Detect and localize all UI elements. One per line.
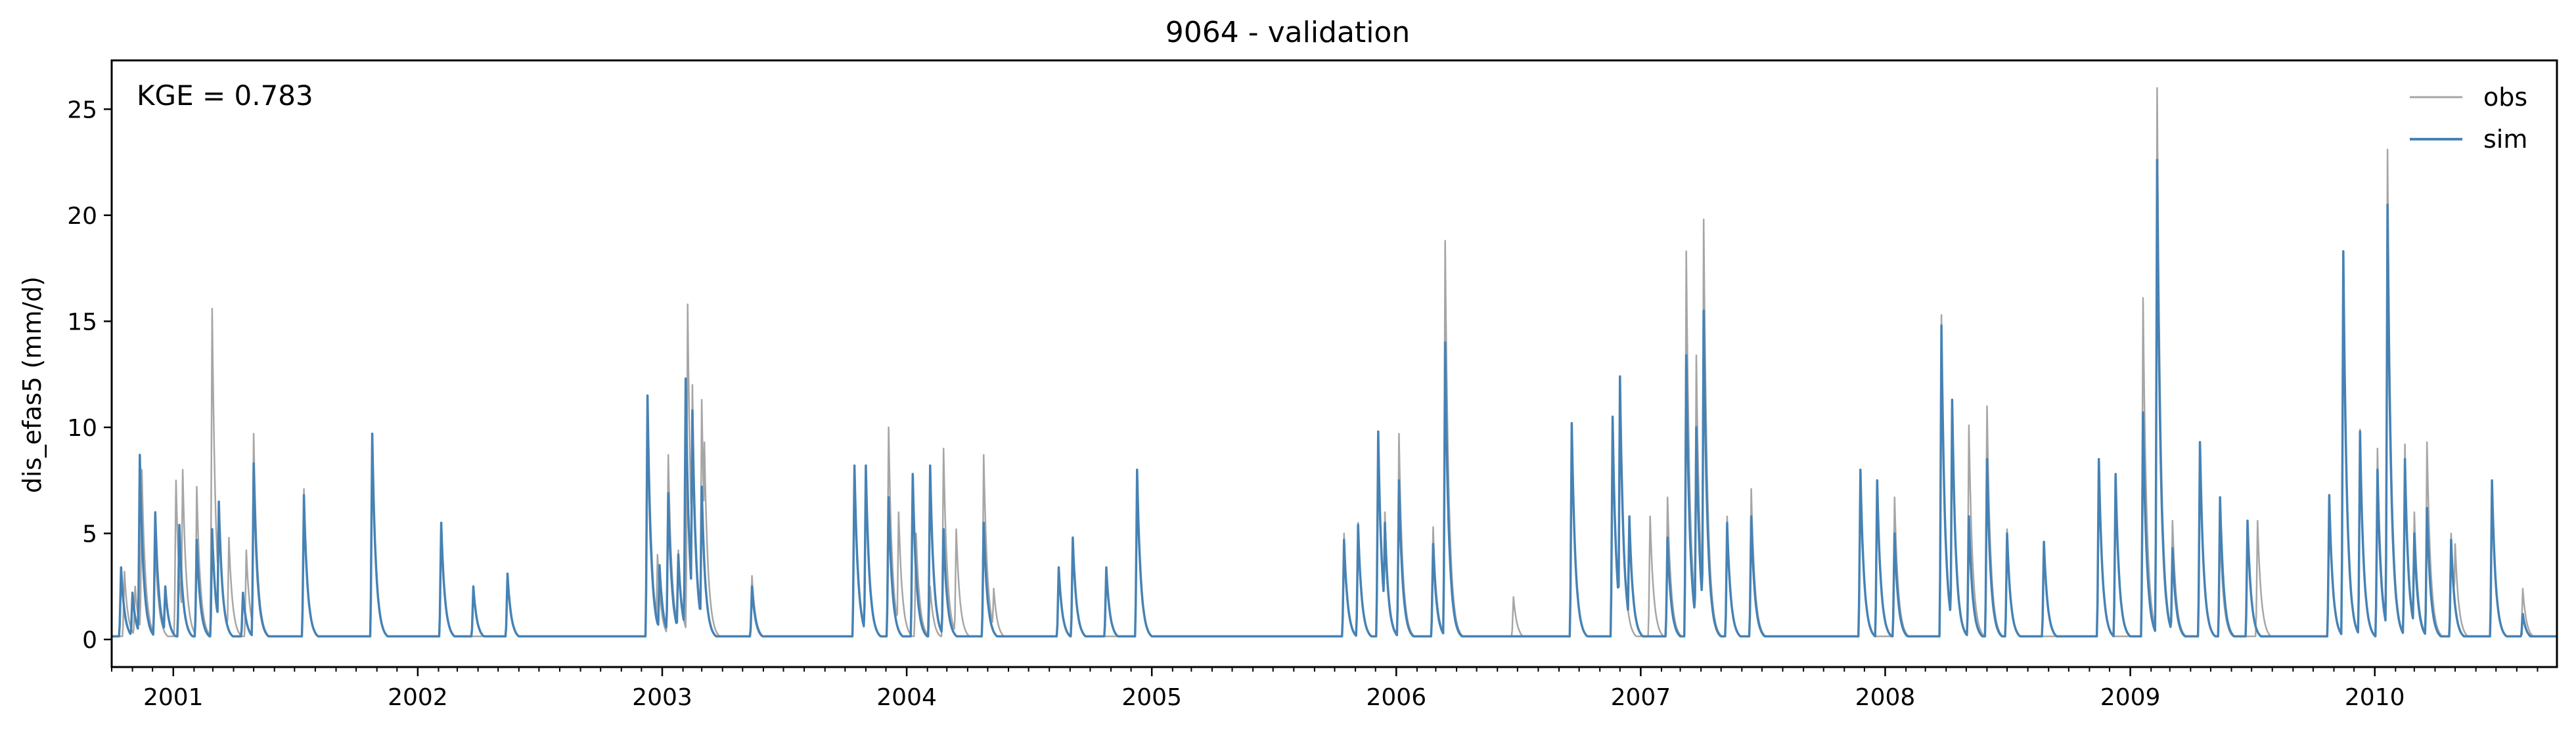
y-axis: 0 5 10 15 20 25 <box>67 97 112 654</box>
y-tick-label: 25 <box>67 97 97 123</box>
x-tick-label: 2001 <box>143 684 204 711</box>
x-tick-label: 2009 <box>2100 684 2161 711</box>
y-tick-label: 15 <box>67 309 97 335</box>
x-tick-label: 2008 <box>1855 684 1916 711</box>
y-tick-label: 5 <box>82 521 97 548</box>
legend: obs sim <box>2410 83 2527 154</box>
x-tick-label: 2007 <box>1611 684 1671 711</box>
x-axis: 2001 2002 2003 2004 2005 2006 2007 2008 2009 2010 <box>111 667 2539 711</box>
y-tick-label: 20 <box>67 203 97 230</box>
chart-title: 9064 - validation <box>1165 16 1410 49</box>
y-axis-label: dis_efas5 (mm/d) <box>18 276 47 493</box>
series-line-sim <box>111 159 2558 637</box>
plot-area <box>111 87 2558 637</box>
x-tick-label: 2002 <box>388 684 448 711</box>
x-tick-label: 2005 <box>1121 684 1182 711</box>
legend-label-obs: obs <box>2483 83 2527 112</box>
y-tick-label: 10 <box>67 415 97 442</box>
y-tick-label: 0 <box>82 627 97 654</box>
legend-label-sim: sim <box>2483 125 2527 154</box>
plot-frame <box>110 59 2558 668</box>
kge-annotation: KGE = 0.783 <box>137 79 313 112</box>
x-tick-label: 2004 <box>876 684 937 711</box>
x-tick-label: 2006 <box>1366 684 1426 711</box>
x-tick-label: 2003 <box>632 684 692 711</box>
series-line-obs <box>111 87 2558 637</box>
x-tick-label: 2010 <box>2345 684 2405 711</box>
